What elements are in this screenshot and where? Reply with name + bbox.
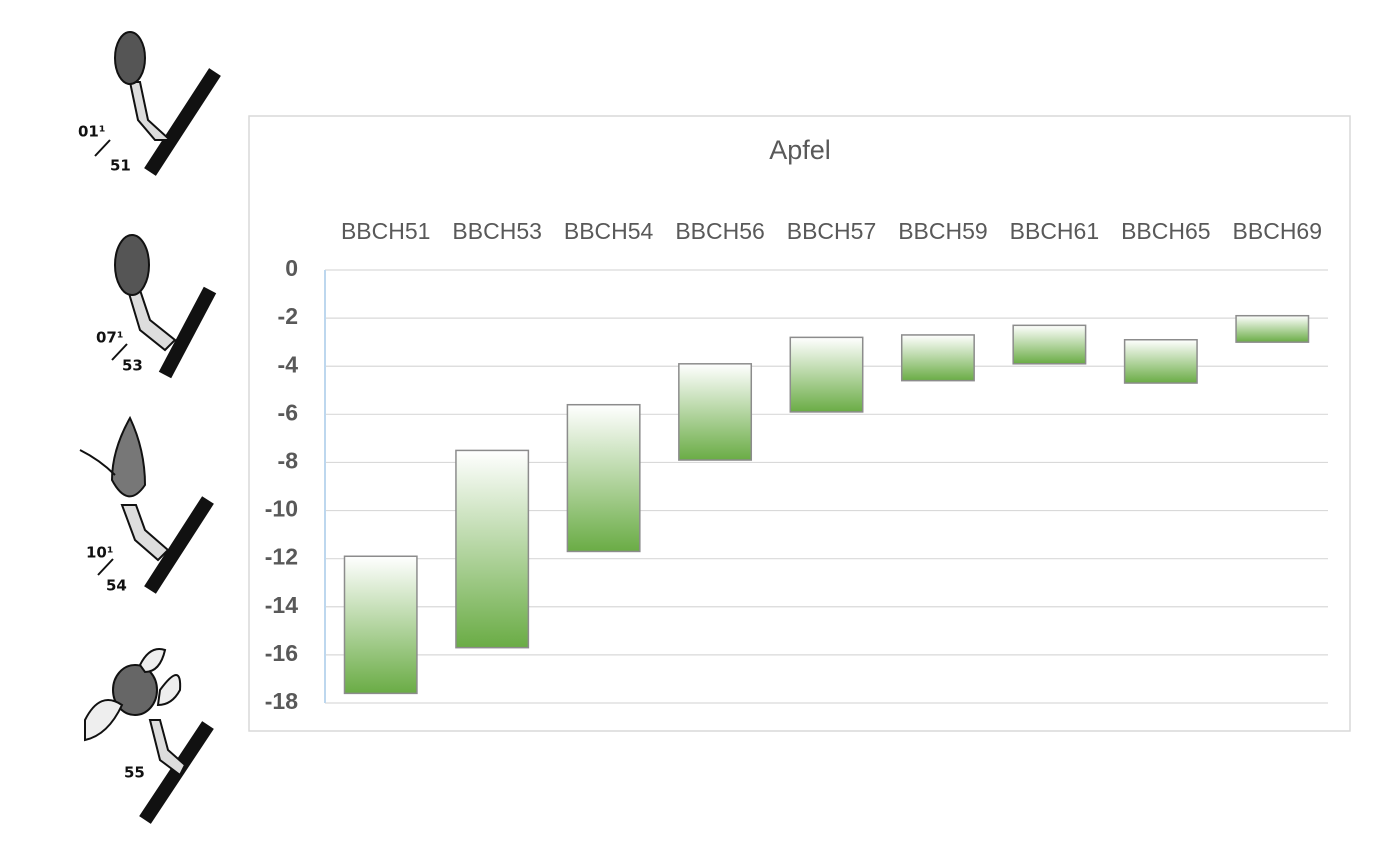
stem <box>148 719 187 777</box>
x-tick-label: BBCH51 <box>341 218 430 244</box>
chart-title: Apfel <box>769 135 831 165</box>
y-tick-label: 0 <box>285 255 298 281</box>
x-tick-label: BBCH57 <box>787 218 876 244</box>
leaf <box>79 449 116 476</box>
x-tick-label: BBCH61 <box>1010 218 1099 244</box>
bud <box>114 31 146 85</box>
chart-frame <box>248 115 1351 732</box>
slash <box>94 139 111 157</box>
x-tick-label: BBCH54 <box>564 218 654 244</box>
x-tick-label: BBCH69 <box>1233 218 1322 244</box>
y-tick-label: -4 <box>278 351 299 377</box>
bud <box>110 415 147 498</box>
leaf <box>156 674 182 707</box>
bar <box>678 363 753 461</box>
y-tick-label: -8 <box>278 448 299 474</box>
slash <box>111 343 128 361</box>
x-tick-label: BBCH65 <box>1121 218 1210 244</box>
stage-label: 01¹ <box>78 123 105 141</box>
stage-label: 53 <box>122 357 143 375</box>
x-tick-label: BBCH59 <box>898 218 987 244</box>
y-tick-label: -14 <box>265 592 298 618</box>
y-tick-label: -18 <box>265 688 298 714</box>
stage-label: 51 <box>110 157 131 175</box>
stage-label: 10¹ <box>86 544 113 562</box>
bud <box>114 234 150 296</box>
bar <box>1012 324 1087 365</box>
bar <box>789 336 864 413</box>
stem <box>126 289 177 352</box>
bar <box>455 449 530 649</box>
bar <box>566 403 641 553</box>
y-tick-label: -2 <box>278 303 298 329</box>
flower-bud <box>112 664 158 716</box>
bar <box>1123 339 1198 384</box>
branch <box>144 496 214 594</box>
y-tick-label: -6 <box>278 399 298 425</box>
leaf <box>138 648 167 674</box>
stage-label: 55 <box>124 764 145 782</box>
stem <box>128 81 173 141</box>
stage-label: 07¹ <box>96 329 123 347</box>
bar <box>343 555 418 695</box>
illustration-panel <box>79 31 221 824</box>
x-tick-label: BBCH53 <box>452 218 541 244</box>
y-tick-label: -12 <box>265 544 298 570</box>
slash <box>97 558 114 576</box>
y-tick-label: -16 <box>265 640 298 666</box>
leaf <box>84 699 124 742</box>
y-tick-label: -10 <box>265 496 298 522</box>
stage-label: 54 <box>106 577 127 595</box>
branch <box>144 68 221 176</box>
bar <box>900 334 975 382</box>
bar <box>1235 314 1310 343</box>
x-tick-label: BBCH56 <box>675 218 764 244</box>
branch <box>158 286 217 379</box>
stem <box>120 504 170 562</box>
